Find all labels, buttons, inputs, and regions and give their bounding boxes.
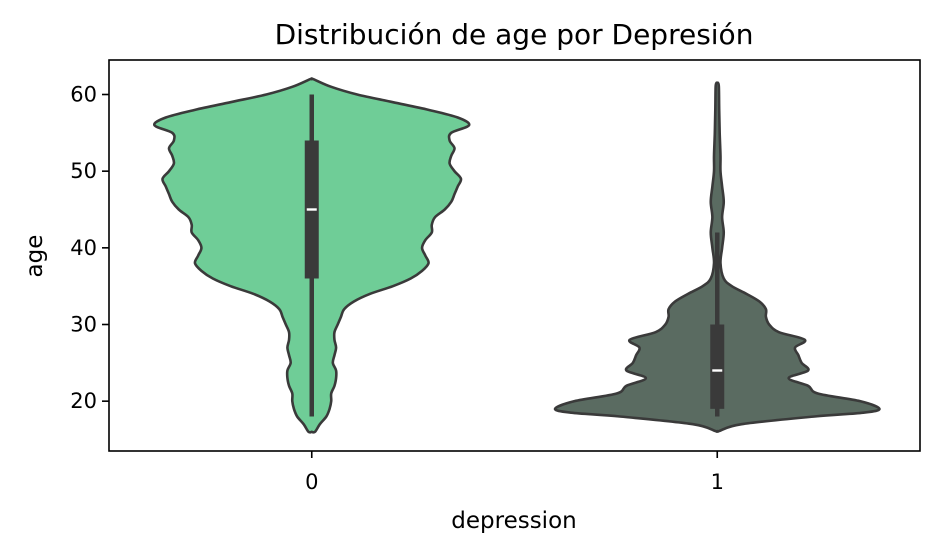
plot-frame <box>108 59 921 452</box>
x-tick-label-0: 0 <box>305 470 318 494</box>
y-axis: 20 30 40 50 60 <box>70 83 109 413</box>
y-tick-label-30: 30 <box>70 313 97 337</box>
iqr-box-1 <box>710 324 725 409</box>
y-tick-label-50: 50 <box>70 159 97 183</box>
x-axis-label: depression <box>451 508 576 534</box>
y-tick-label-60: 60 <box>70 83 97 107</box>
y-axis-label: age <box>22 235 48 278</box>
y-tick-label-20: 20 <box>70 389 97 413</box>
x-tick-label-1: 1 <box>711 470 724 494</box>
chart-title: Distribución de age por Depresión <box>275 18 754 51</box>
violins-group <box>153 77 881 434</box>
y-tick-label-40: 40 <box>70 236 97 260</box>
